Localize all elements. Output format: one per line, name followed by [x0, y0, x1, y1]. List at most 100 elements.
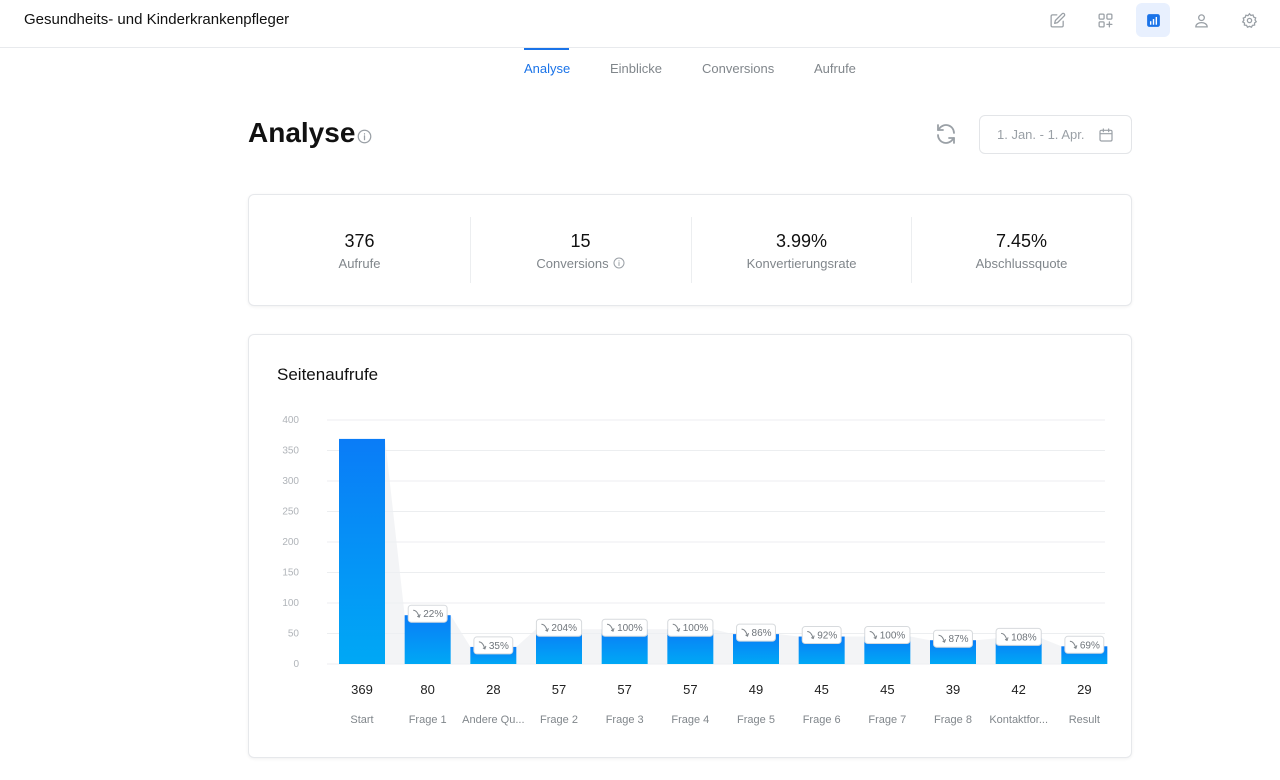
- category-label: Frage 6: [803, 714, 841, 726]
- tab-bar: Analyse Einblicke Conversions Aufrufe: [0, 48, 1280, 88]
- value-label: 369: [351, 682, 373, 697]
- category-label: Kontaktfor...: [989, 714, 1048, 726]
- date-range-picker[interactable]: 1. Jan. - 1. Apr.: [979, 115, 1132, 154]
- date-range-label: 1. Jan. - 1. Apr.: [997, 127, 1085, 142]
- value-label: 39: [946, 682, 960, 697]
- stat-aufrufe: 376 Aufrufe: [249, 195, 470, 307]
- analytics-button[interactable]: [1136, 3, 1170, 37]
- flow-area: [516, 629, 536, 664]
- flow-area: [647, 629, 668, 664]
- divider: [911, 217, 912, 283]
- change-label: 87%: [949, 634, 969, 645]
- user-button[interactable]: [1184, 3, 1218, 37]
- change-label: 108%: [1011, 632, 1037, 643]
- page-views-chart: 0 50 100 150 200 250 300 350 400 369 Start 80 Frage …: [282, 415, 1108, 726]
- flow-area: [582, 629, 602, 664]
- change-label: 92%: [817, 631, 837, 642]
- trend-down-icon: [869, 631, 878, 640]
- apps-add-button[interactable]: [1088, 3, 1122, 37]
- category-label: Frage 2: [540, 714, 578, 726]
- y-tick-label: 400: [282, 415, 299, 426]
- y-tick-label: 300: [282, 476, 299, 487]
- tab-einblicke[interactable]: Einblicke: [610, 61, 663, 76]
- change-badge: 108%: [995, 627, 1042, 646]
- trend-down-icon: [478, 641, 487, 650]
- info-icon[interactable]: [613, 257, 625, 269]
- change-label: 86%: [752, 628, 772, 639]
- bar: [339, 438, 385, 664]
- value-label: 29: [1077, 682, 1091, 697]
- change-label: 22%: [423, 609, 443, 620]
- stat-label: Aufrufe: [338, 256, 381, 271]
- stats-card: 376 Aufrufe 15 Conversions 3.99% Konvert…: [248, 194, 1132, 306]
- change-label: 100%: [617, 623, 643, 634]
- category-label: Frage 3: [606, 714, 644, 726]
- stat-abschlussquote: 7.45% Abschlussquote: [911, 195, 1132, 307]
- change-badge-box: [535, 618, 583, 637]
- stat-value: 15: [570, 231, 591, 251]
- info-icon[interactable]: [357, 129, 372, 144]
- trend-down-icon: [807, 631, 815, 640]
- stat-value: 376: [344, 231, 375, 251]
- divider: [691, 217, 692, 283]
- flow-area: [1041, 638, 1062, 664]
- stat-label: Conversions: [470, 256, 691, 271]
- divider: [470, 217, 471, 283]
- settings-icon: [1241, 12, 1257, 28]
- change-badge-box: [864, 626, 911, 645]
- flow-area: [910, 636, 930, 664]
- flow-area: [976, 638, 996, 664]
- change-badge-box: [736, 623, 776, 642]
- change-badge-box: [601, 618, 648, 637]
- chart-title: Seitenaufrufe: [277, 365, 379, 384]
- page-title: Analyse: [248, 117, 356, 148]
- app-title: Gesundheits- und Kinderkrankenpfleger: [24, 11, 290, 28]
- settings-button[interactable]: [1232, 3, 1266, 37]
- tab-analyse[interactable]: Analyse: [524, 61, 571, 76]
- value-label: 45: [814, 682, 828, 697]
- trend-down-icon: [607, 623, 615, 632]
- stat-label: Konvertierungsrate: [746, 256, 857, 271]
- refresh-icon[interactable]: [934, 122, 958, 146]
- stat-conversions: 15 Conversions: [470, 195, 691, 307]
- category-label: Frage 4: [671, 714, 709, 726]
- category-label: Frage 7: [868, 714, 906, 726]
- edit-button[interactable]: [1040, 3, 1074, 37]
- value-label: 49: [749, 682, 763, 697]
- y-tick-label: 0: [293, 659, 299, 670]
- flow-area: [450, 615, 471, 664]
- change-badge: 100%: [601, 618, 648, 637]
- change-badge: 87%: [933, 629, 973, 648]
- change-label: 69%: [1080, 640, 1100, 651]
- change-badge-box: [933, 629, 973, 648]
- user-icon: [1194, 13, 1208, 28]
- edit-icon: [1049, 12, 1065, 28]
- trend-down-icon: [1069, 640, 1078, 650]
- category-label: Frage 5: [737, 714, 775, 726]
- top-toolbar: [1040, 3, 1266, 37]
- y-tick-label: 50: [288, 629, 300, 640]
- active-tab-indicator: [524, 48, 569, 50]
- value-label: 57: [683, 682, 697, 697]
- change-badge: 100%: [864, 626, 911, 645]
- category-label: Frage 1: [409, 714, 447, 726]
- flow-area: [385, 438, 405, 664]
- value-label: 57: [552, 682, 566, 697]
- change-label: 35%: [489, 641, 509, 652]
- trend-down-icon: [1001, 632, 1009, 642]
- flow-area: [844, 636, 865, 664]
- calendar-icon: [1099, 128, 1113, 142]
- tab-aufrufe[interactable]: Aufrufe: [814, 61, 856, 76]
- y-tick-label: 350: [282, 446, 299, 457]
- y-tick-label: 250: [282, 507, 299, 518]
- trend-down-icon: [541, 623, 549, 632]
- y-tick-label: 200: [282, 537, 299, 548]
- value-label: 42: [1011, 682, 1025, 697]
- change-badge: 100%: [667, 618, 714, 637]
- change-badge-box: [1064, 635, 1105, 654]
- value-label: 57: [617, 682, 631, 697]
- tab-conversions[interactable]: Conversions: [702, 61, 775, 76]
- value-label: 45: [880, 682, 894, 697]
- change-badge: 86%: [736, 623, 776, 642]
- top-bar: Gesundheits- und Kinderkrankenpfleger: [0, 0, 1280, 48]
